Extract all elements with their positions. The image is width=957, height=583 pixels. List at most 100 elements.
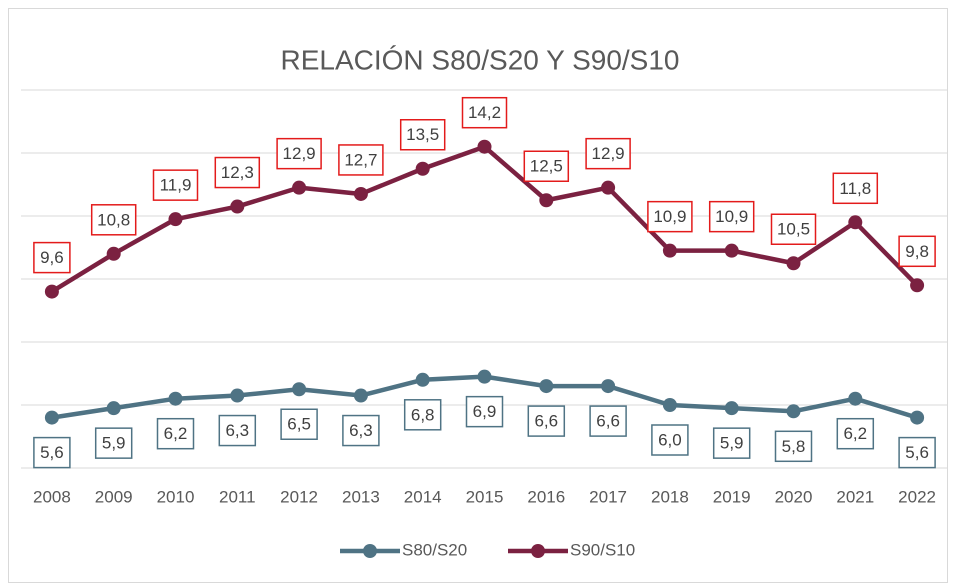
marker xyxy=(106,246,121,261)
data-label: 10,9 xyxy=(653,207,686,226)
marker xyxy=(477,139,492,154)
marker xyxy=(44,284,59,299)
marker xyxy=(353,388,368,403)
data-label-box xyxy=(898,436,936,469)
data-label: 6,2 xyxy=(843,424,867,443)
data-label: 9,8 xyxy=(905,242,929,261)
data-label: 6,8 xyxy=(411,405,435,424)
data-label-box xyxy=(465,395,504,428)
data-label: 12,7 xyxy=(344,150,377,169)
data-label-box xyxy=(33,436,71,469)
marker xyxy=(848,391,863,406)
data-label: 13,5 xyxy=(406,125,439,144)
marker xyxy=(292,382,307,397)
marker xyxy=(415,161,430,176)
data-label-box xyxy=(276,137,322,170)
marker xyxy=(848,215,863,230)
data-label: 11,8 xyxy=(839,179,871,198)
data-label-box xyxy=(589,405,627,437)
legend-label: S80/S20 xyxy=(402,540,467,559)
data-label: 14,2 xyxy=(468,103,501,122)
data-label-box xyxy=(527,405,566,437)
x-tick-label: 2012 xyxy=(280,487,318,506)
data-label: 6,3 xyxy=(225,421,249,440)
x-tick-label: 2021 xyxy=(836,487,874,506)
chart-title: RELACIÓN S80/S20 Y S90/S10 xyxy=(281,44,680,75)
data-label: 10,5 xyxy=(777,220,810,239)
marker xyxy=(662,243,677,258)
marker xyxy=(786,256,801,271)
data-label-box xyxy=(90,204,137,236)
data-label-box xyxy=(647,200,693,233)
data-label-box xyxy=(152,169,199,201)
x-tick-label: 2019 xyxy=(713,487,751,506)
data-label: 10,9 xyxy=(715,207,748,226)
data-label-box xyxy=(651,424,689,456)
data-label: 9,6 xyxy=(40,248,64,267)
marker xyxy=(230,199,245,214)
data-label: 5,6 xyxy=(40,443,64,462)
data-label-box xyxy=(898,235,936,268)
marker xyxy=(44,410,59,425)
data-label-box xyxy=(33,241,71,274)
data-label-box xyxy=(94,427,133,459)
x-tick-label: 2013 xyxy=(342,487,380,506)
marker xyxy=(910,410,925,425)
marker xyxy=(724,243,739,258)
data-label: 11,9 xyxy=(160,176,192,195)
data-label-box xyxy=(214,156,261,189)
data-label-box xyxy=(836,417,875,450)
x-tick-label: 2015 xyxy=(466,487,504,506)
marker xyxy=(539,193,554,208)
data-label-box xyxy=(585,137,631,170)
data-label-box xyxy=(403,399,442,431)
marker xyxy=(353,186,368,201)
data-label: 6,5 xyxy=(287,415,311,434)
x-tick-label: 2014 xyxy=(404,487,442,506)
data-label: 6,6 xyxy=(596,412,620,431)
marker xyxy=(539,379,554,394)
x-tick-label: 2016 xyxy=(527,487,565,506)
legend-marker xyxy=(363,544,377,558)
marker xyxy=(477,369,492,384)
marker xyxy=(106,401,121,416)
marker xyxy=(168,391,183,406)
marker xyxy=(662,398,677,412)
legend-label: S90/S10 xyxy=(570,540,635,559)
data-label: 6,6 xyxy=(534,412,558,431)
data-label: 5,9 xyxy=(720,434,744,453)
marker xyxy=(415,372,430,387)
marker xyxy=(601,180,616,195)
marker xyxy=(910,278,925,293)
data-label-box xyxy=(770,213,817,245)
marker xyxy=(601,379,616,394)
marker xyxy=(168,212,183,227)
data-label-box xyxy=(280,408,318,440)
marker xyxy=(230,388,245,403)
x-tick-label: 2010 xyxy=(157,487,195,506)
data-label: 12,9 xyxy=(283,144,316,163)
data-label: 12,9 xyxy=(592,144,625,163)
data-label: 6,3 xyxy=(349,421,373,440)
data-label: 10,8 xyxy=(97,210,130,229)
marker xyxy=(724,401,739,416)
data-label: 6,9 xyxy=(473,402,497,421)
x-tick-label: 2018 xyxy=(651,487,689,506)
data-label-box xyxy=(399,119,446,151)
x-tick-label: 2009 xyxy=(95,487,133,506)
data-label-box xyxy=(156,417,195,450)
x-tick-label: 2008 xyxy=(33,487,71,506)
legend-marker xyxy=(531,544,545,558)
x-tick-label: 2017 xyxy=(589,487,627,506)
data-label: 5,8 xyxy=(782,437,806,456)
data-label: 12,5 xyxy=(530,157,563,176)
marker xyxy=(786,404,801,419)
data-label: 12,3 xyxy=(221,163,254,182)
data-label-box xyxy=(218,414,257,447)
x-tick-label: 2020 xyxy=(775,487,813,506)
data-label: 5,6 xyxy=(905,443,929,462)
x-tick-label: 2011 xyxy=(219,487,256,506)
marker xyxy=(292,180,307,195)
data-label: 6,0 xyxy=(658,430,682,449)
